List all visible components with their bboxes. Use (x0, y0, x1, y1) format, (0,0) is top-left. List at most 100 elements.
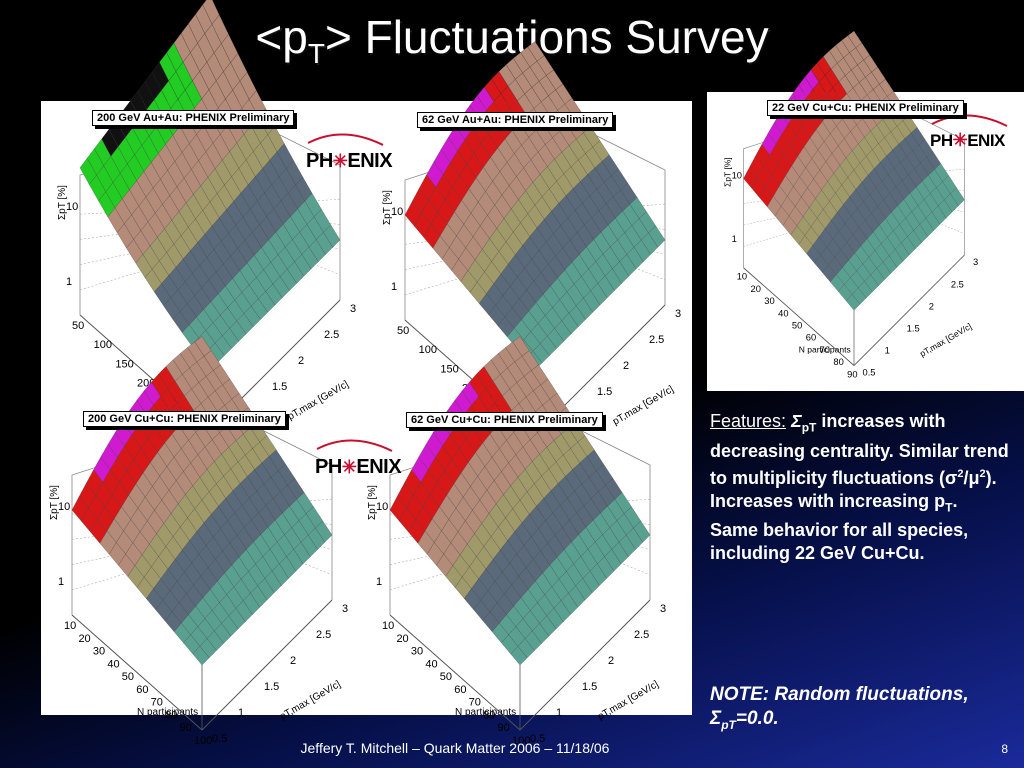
y-axis-label: pT,max [GeV/c] (278, 679, 343, 723)
phenix-star-icon: ✳ (341, 457, 357, 477)
npart-tick-label: 40 (107, 658, 119, 670)
z-axis-label: ΣpT [%] (382, 190, 393, 225)
npart-tick-label: 30 (411, 646, 423, 658)
npart-tick-label: 10 (382, 620, 394, 632)
pt-tick-label: 1.5 (597, 386, 612, 398)
npart-tick-label: 70 (820, 345, 830, 355)
title-main: <p (255, 11, 308, 63)
pt-tick-label: 2 (623, 360, 629, 372)
phenix-arc-icon (931, 114, 1008, 127)
z-tick-label: 1 (391, 281, 397, 293)
npart-tick-label: 100 (194, 735, 212, 747)
z-tick-label: 10 (391, 206, 403, 218)
x-axis-label: N participants (455, 707, 516, 718)
x-axis-label: N participants (137, 707, 198, 718)
npart-tick-label: 90 (847, 369, 857, 379)
z-tick-label: 1 (58, 576, 64, 588)
npart-tick-label: 50 (792, 321, 802, 331)
pt-tick-label: 2 (929, 301, 934, 311)
pt-tick-label: 2.5 (951, 279, 964, 289)
phenix-star-icon: ✳ (952, 130, 968, 150)
z-tick-label: 1 (376, 576, 382, 588)
npart-tick-label: 100 (512, 735, 530, 747)
phenix-arc-icon (307, 133, 384, 146)
z-tick-label: 10 (58, 501, 70, 513)
pt-tick-label: 2.5 (316, 629, 331, 641)
features-text: Features: ΣpT increases with decreasing … (710, 411, 1009, 564)
plot-label-62-cucu: 62 GeV Cu+Cu: PHENIX Preliminary (406, 412, 603, 428)
pt-tick-label: 3 (675, 308, 681, 320)
npart-tick-label: 10 (737, 272, 747, 282)
y-axis-label: pT,max [GeV/c] (611, 384, 676, 428)
npart-tick-label: 60 (454, 684, 466, 696)
z-tick-label: 10 (732, 171, 742, 181)
pt-tick-label: 0.5 (212, 733, 227, 745)
pt-tick-label: 1.5 (264, 681, 279, 693)
z-tick-label: 10 (66, 201, 78, 213)
pt-tick-label: 1.5 (907, 324, 920, 334)
z-axis-label: ΣpT [%] (367, 485, 378, 520)
npart-tick-label: 80 (483, 709, 495, 721)
pt-tick-label: 2 (298, 355, 304, 367)
npart-tick-label: 20 (396, 633, 408, 645)
y-axis-label: pT,max [GeV/c] (286, 379, 351, 423)
z-tick-label: 1 (66, 276, 72, 288)
npart-tick-label: 20 (78, 633, 90, 645)
phenix-logo: PH✳ENIX (315, 456, 402, 478)
npart-tick-label: 50 (122, 671, 134, 683)
npart-tick-label: 100 (419, 344, 437, 356)
title-sub: T (307, 38, 325, 70)
x-axis-label: N participants (799, 345, 851, 355)
pt-tick-label: 2.5 (634, 629, 649, 641)
z-axis-label: ΣpT [%] (723, 157, 733, 187)
z-axis-label: ΣpT [%] (49, 485, 60, 520)
z-tick-label: 10 (376, 501, 388, 513)
phenix-logo: PH✳ENIX (306, 150, 393, 172)
slide-title: <pT> Fluctuations Survey (0, 10, 1024, 70)
z-axis-label: ΣpT [%] (57, 185, 68, 220)
pt-tick-label: 3 (660, 603, 666, 615)
pt-tick-label: 1 (885, 346, 890, 356)
z-tick-label: 1 (732, 234, 737, 244)
pt-tick-label: 3 (973, 257, 978, 267)
y-axis-label: pT,max [GeV/c] (918, 321, 973, 359)
plot-label-200-cucu: 200 GeV Cu+Cu: PHENIX Preliminary (83, 411, 286, 427)
npart-tick-label: 100 (94, 339, 112, 351)
page-number: 8 (1001, 742, 1008, 756)
pt-tick-label: 1.5 (272, 381, 287, 393)
plot-label-22-cucu: 22 GeV Cu+Cu: PHENIX Preliminary (767, 100, 964, 116)
note-text: NOTE: Random fluctuations, ΣpT=0.0. (710, 684, 969, 732)
phenix-star-icon: ✳ (332, 151, 348, 171)
npart-tick-label: 30 (93, 646, 105, 658)
phenix-arc-icon (316, 439, 393, 452)
npart-tick-label: 50 (72, 320, 84, 332)
pt-tick-label: 1.5 (582, 681, 597, 693)
pt-tick-label: 2.5 (649, 334, 664, 346)
npart-tick-label: 20 (751, 284, 761, 294)
npart-tick-label: 10 (64, 620, 76, 632)
title-rest: > Fluctuations Survey (324, 11, 769, 63)
npart-tick-label: 70 (151, 697, 163, 709)
features-heading: Features: (710, 411, 787, 431)
npart-tick-label: 60 (806, 333, 816, 343)
npart-tick-label: 90 (180, 722, 192, 734)
npart-tick-label: 150 (115, 358, 133, 370)
pt-tick-label: 0.5 (863, 368, 876, 378)
y-axis-label: pT,max [GeV/c] (596, 679, 661, 723)
npart-tick-label: 150 (440, 363, 458, 375)
npart-tick-label: 30 (764, 296, 774, 306)
npart-tick-label: 50 (440, 671, 452, 683)
npart-tick-label: 40 (778, 308, 788, 318)
npart-tick-label: 60 (136, 684, 148, 696)
plot-label-62-auau: 62 GeV Au+Au: PHENIX Preliminary (417, 112, 614, 128)
pt-tick-label: 3 (350, 303, 356, 315)
pt-tick-label: 0.5 (530, 733, 545, 745)
npart-tick-label: 70 (469, 697, 481, 709)
plot-label-200-auau: 200 GeV Au+Au: PHENIX Preliminary (92, 110, 295, 126)
pt-tick-label: 1 (556, 707, 562, 719)
pt-tick-label: 2 (290, 655, 296, 667)
